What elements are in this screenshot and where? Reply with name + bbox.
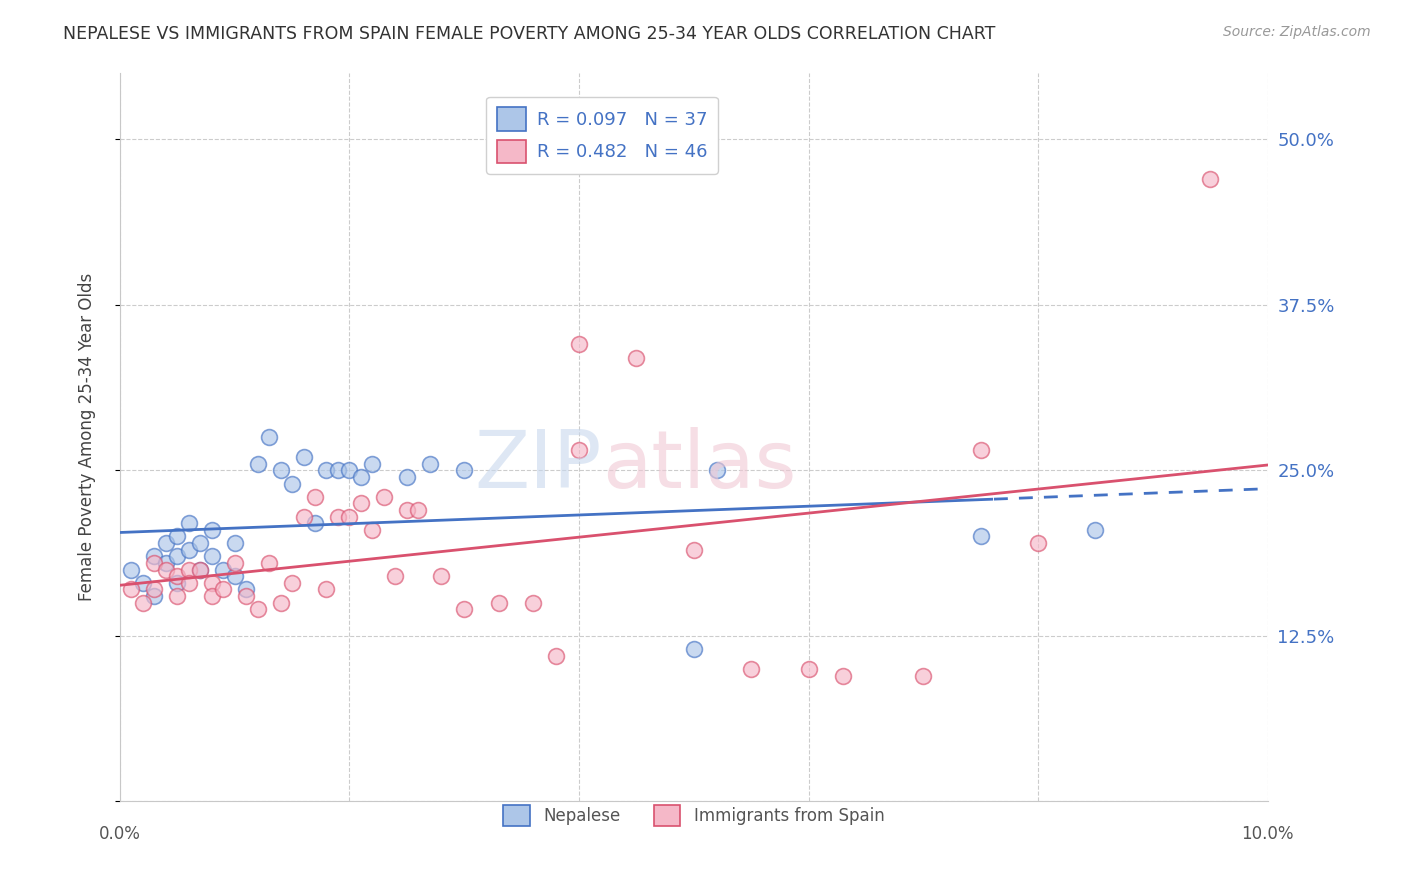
Point <box>224 556 246 570</box>
Point <box>304 490 326 504</box>
Point <box>120 563 142 577</box>
Point <box>166 529 188 543</box>
Point <box>682 642 704 657</box>
Point <box>212 563 235 577</box>
Point <box>143 582 166 597</box>
Point <box>155 556 177 570</box>
Point <box>522 596 544 610</box>
Point <box>339 509 361 524</box>
Point <box>740 662 762 676</box>
Point <box>1199 172 1222 186</box>
Point <box>188 563 211 577</box>
Point <box>626 351 648 365</box>
Text: ZIP: ZIP <box>475 427 602 505</box>
Point <box>132 575 155 590</box>
Point <box>201 589 224 603</box>
Point <box>350 496 373 510</box>
Point <box>315 463 337 477</box>
Point <box>201 575 224 590</box>
Point <box>326 509 349 524</box>
Point <box>166 589 188 603</box>
Point <box>706 463 728 477</box>
Point <box>430 569 453 583</box>
Point <box>177 542 200 557</box>
Point <box>132 596 155 610</box>
Point <box>568 443 591 458</box>
Point <box>166 575 188 590</box>
Point <box>395 503 418 517</box>
Point <box>177 575 200 590</box>
Point <box>188 536 211 550</box>
Text: NEPALESE VS IMMIGRANTS FROM SPAIN FEMALE POVERTY AMONG 25-34 YEAR OLDS CORRELATI: NEPALESE VS IMMIGRANTS FROM SPAIN FEMALE… <box>63 25 995 43</box>
Point <box>970 529 993 543</box>
Point <box>235 589 257 603</box>
Point <box>315 582 337 597</box>
Point <box>832 668 855 682</box>
Legend: Nepalese, Immigrants from Spain: Nepalese, Immigrants from Spain <box>496 798 891 833</box>
Point <box>188 563 211 577</box>
Point <box>120 582 142 597</box>
Point <box>797 662 820 676</box>
Text: atlas: atlas <box>602 427 796 505</box>
Point <box>408 503 430 517</box>
Point <box>361 523 384 537</box>
Point <box>384 569 406 583</box>
Point <box>292 450 315 464</box>
Point <box>212 582 235 597</box>
Point <box>224 569 246 583</box>
Point <box>224 536 246 550</box>
Point <box>257 556 280 570</box>
Point <box>453 602 475 616</box>
Point <box>235 582 257 597</box>
Point <box>326 463 349 477</box>
Point <box>270 463 292 477</box>
Point <box>350 470 373 484</box>
Text: 0.0%: 0.0% <box>98 824 141 843</box>
Point <box>339 463 361 477</box>
Point <box>155 563 177 577</box>
Point <box>568 337 591 351</box>
Point <box>304 516 326 531</box>
Point <box>373 490 395 504</box>
Point <box>544 648 567 663</box>
Point <box>166 569 188 583</box>
Point <box>453 463 475 477</box>
Point <box>201 523 224 537</box>
Point <box>1084 523 1107 537</box>
Point <box>155 536 177 550</box>
Point <box>143 549 166 564</box>
Point <box>166 549 188 564</box>
Point <box>970 443 993 458</box>
Text: Source: ZipAtlas.com: Source: ZipAtlas.com <box>1223 25 1371 39</box>
Point <box>201 549 224 564</box>
Point <box>292 509 315 524</box>
Text: 10.0%: 10.0% <box>1241 824 1294 843</box>
Point <box>419 457 441 471</box>
Point <box>1026 536 1049 550</box>
Point <box>281 476 304 491</box>
Y-axis label: Female Poverty Among 25-34 Year Olds: Female Poverty Among 25-34 Year Olds <box>79 273 96 601</box>
Point <box>246 602 269 616</box>
Point <box>395 470 418 484</box>
Point <box>177 563 200 577</box>
Point <box>143 556 166 570</box>
Point <box>143 589 166 603</box>
Point <box>361 457 384 471</box>
Point <box>257 430 280 444</box>
Point <box>281 575 304 590</box>
Point <box>177 516 200 531</box>
Point <box>682 542 704 557</box>
Point <box>246 457 269 471</box>
Point <box>912 668 935 682</box>
Point <box>488 596 510 610</box>
Point <box>270 596 292 610</box>
